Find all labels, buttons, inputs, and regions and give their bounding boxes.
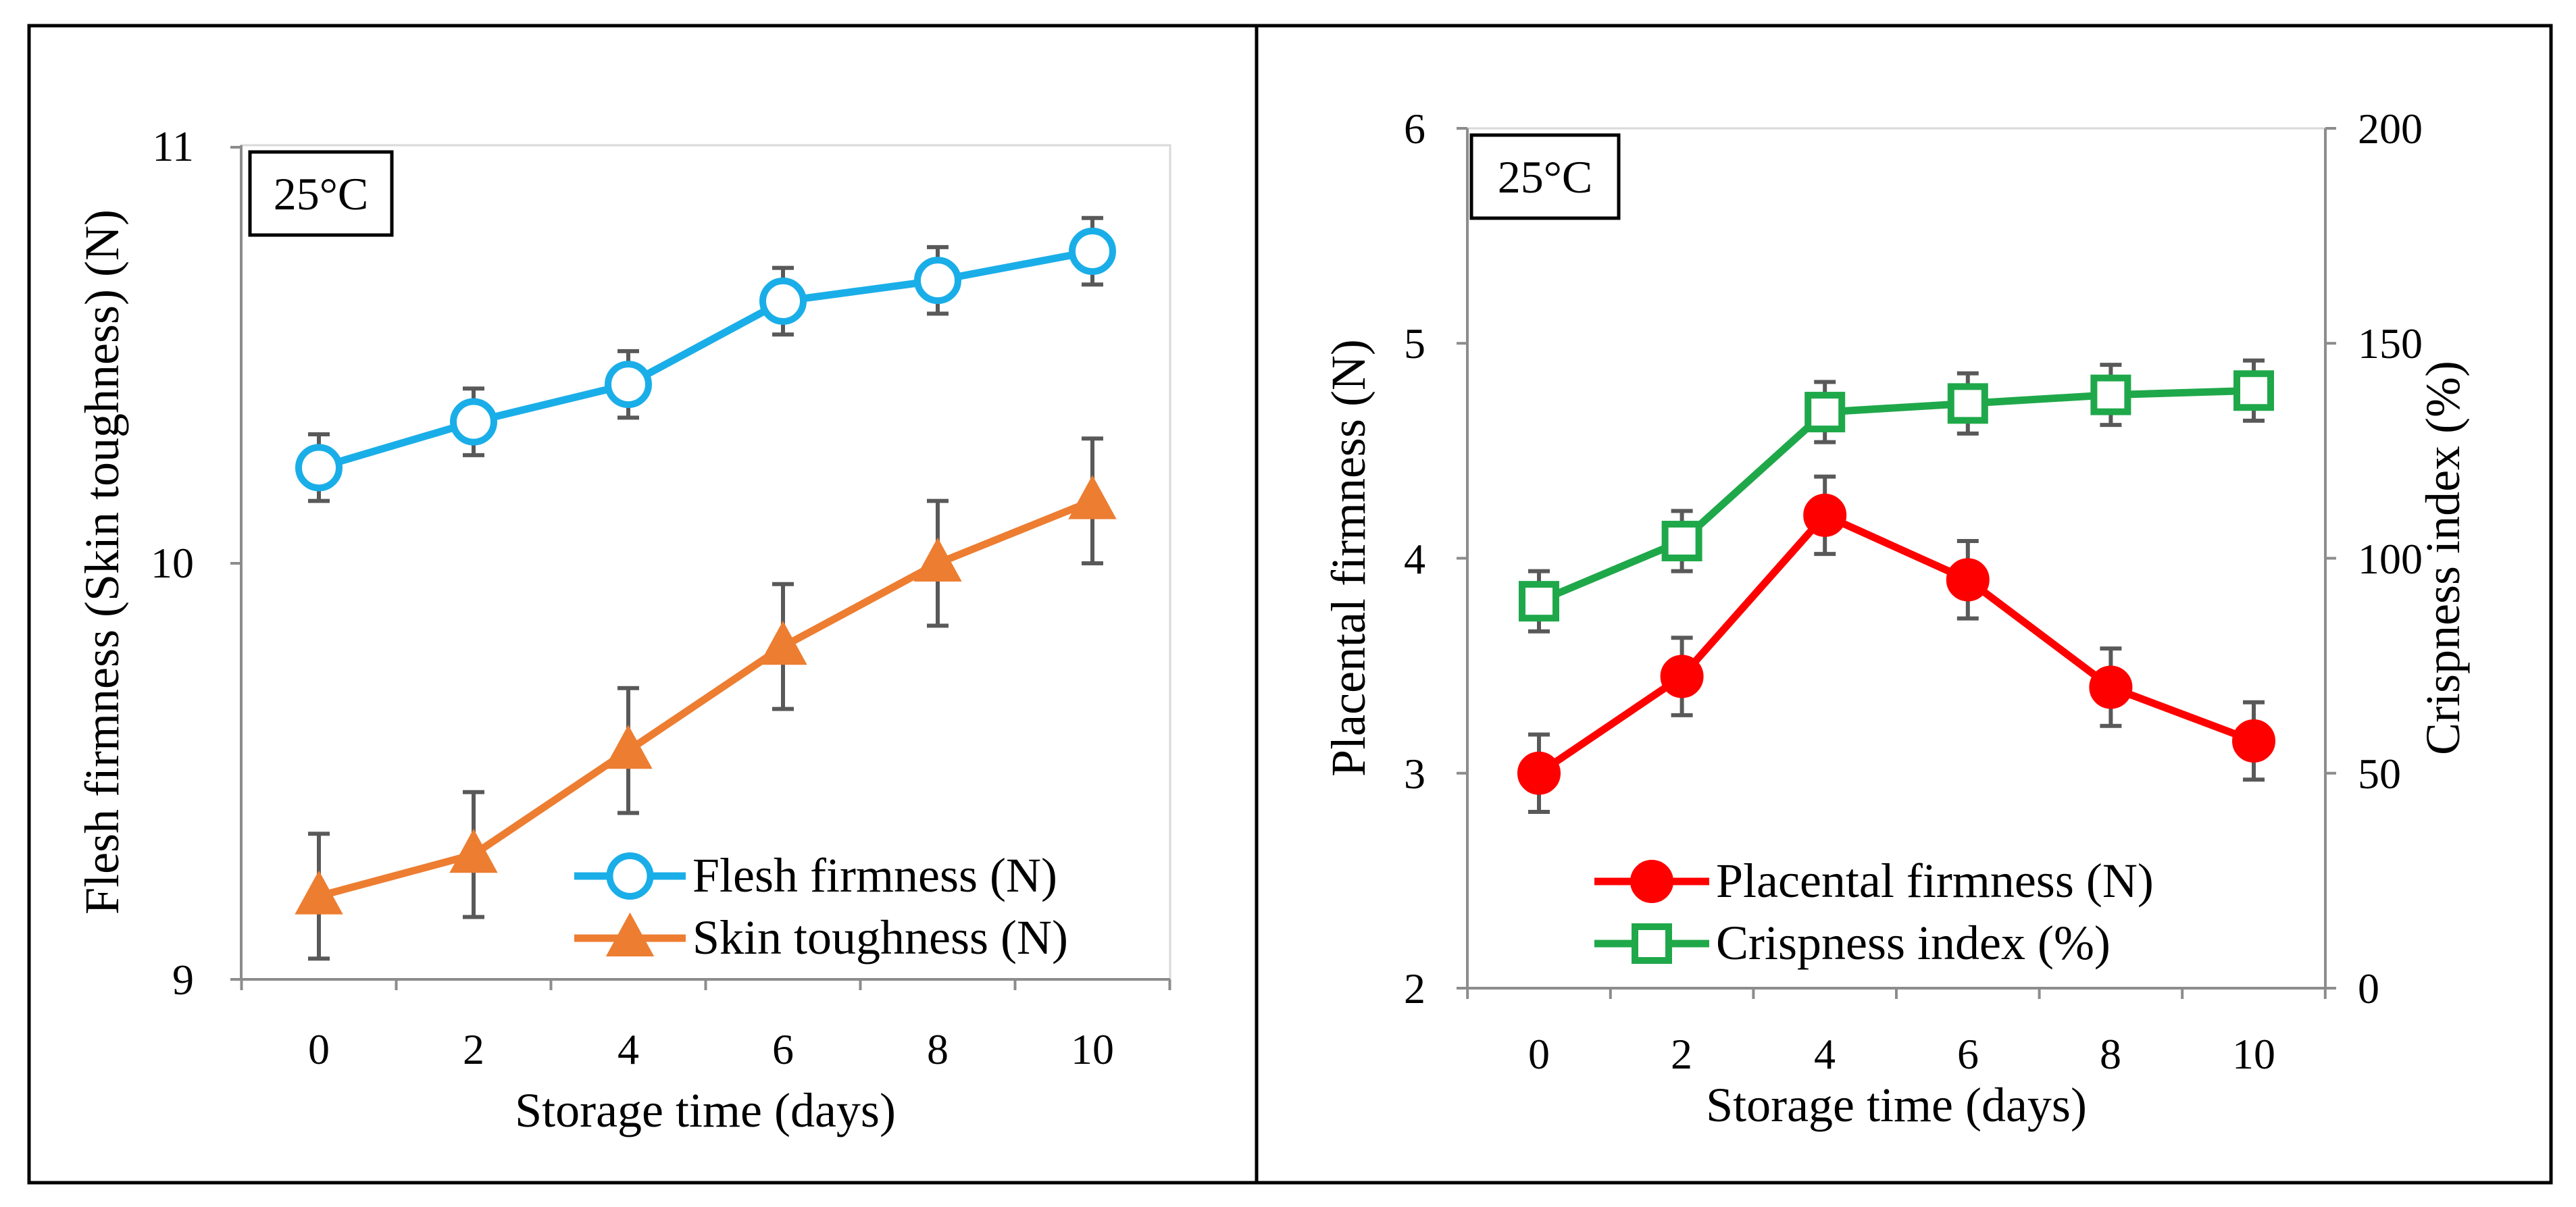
data-point xyxy=(1068,475,1117,519)
data-point xyxy=(759,277,807,325)
x-tick-label: 4 xyxy=(617,1025,639,1073)
data-point xyxy=(295,870,343,915)
outer-border xyxy=(27,24,2553,1185)
x-tick-label: 0 xyxy=(308,1025,330,1073)
legend-swatch-crispness-index xyxy=(1594,923,1709,964)
x-tick-marks-right xyxy=(1466,988,2327,999)
series-group-left xyxy=(295,215,1117,961)
x-tick-label: 10 xyxy=(1071,1025,1114,1073)
temperature-badge-label: 25°C xyxy=(274,168,369,220)
data-point xyxy=(604,725,653,769)
data-point xyxy=(1804,392,1846,433)
y-tick-label: 3 xyxy=(1404,750,1425,798)
x-tick-label: 10 xyxy=(2232,1030,2275,1078)
legend-label: Flesh firmness (N) xyxy=(692,848,1057,902)
y-axis-title: Placental firmness (N) xyxy=(1321,339,1375,777)
series-line xyxy=(1537,386,2254,605)
y2-axis-title: Crispness index (%) xyxy=(2416,361,2470,755)
data-point xyxy=(1803,493,1847,537)
y-tick-label: 5 xyxy=(1404,319,1425,367)
legend-swatch-flesh-firmness xyxy=(574,852,686,900)
legend-swatch-placental-firmness xyxy=(1594,860,1709,903)
legend-swatch-skin-toughness xyxy=(574,912,686,956)
x-tick-label: 6 xyxy=(772,1025,794,1073)
data-point xyxy=(2090,374,2131,415)
legend-marker xyxy=(606,852,654,900)
temperature-badge: 25°C xyxy=(1469,133,1621,220)
legend-label: Crispness index (%) xyxy=(1716,916,2111,970)
data-point xyxy=(1069,228,1116,275)
x-axis-title: Storage time (days) xyxy=(1706,1078,2087,1132)
chart-placental-crispness: 2 3 4 5 6 0 50 100 150 200 0 2 4 6 8 10 … xyxy=(1321,105,2470,1132)
y2-tick-label: 100 xyxy=(2358,535,2423,583)
x-tick-label: 6 xyxy=(1957,1030,1979,1078)
y2-tick-label: 200 xyxy=(2358,105,2423,153)
x-tick-label: 8 xyxy=(2100,1030,2121,1078)
series-crispness-index xyxy=(1519,358,2274,634)
legend-marker xyxy=(605,912,655,956)
y-tick-marks-right xyxy=(1457,127,2336,990)
data-point xyxy=(1517,751,1561,795)
data-point xyxy=(914,257,961,305)
data-point xyxy=(1947,383,1988,424)
y-axis-title: Flesh firmness (Skin toughness) (N) xyxy=(75,209,129,915)
legend-right: Placental firmness (N) Crispness index (… xyxy=(1594,854,2154,970)
series-placental-firmness-n xyxy=(1517,474,2275,815)
y-tick-label: 11 xyxy=(152,122,194,170)
data-point xyxy=(2232,719,2275,763)
legend-label: Skin toughness (N) xyxy=(692,910,1068,965)
y-tick-label: 9 xyxy=(172,956,194,1004)
data-point xyxy=(2233,370,2274,411)
legend-marker xyxy=(1632,923,1672,964)
y-tick-marks-left xyxy=(230,146,241,981)
series-group-right xyxy=(1517,358,2275,815)
legend-left: Flesh firmness (N) Skin toughness (N) xyxy=(574,848,1068,965)
series-flesh-firmness-n xyxy=(295,215,1116,503)
y-tick-label: 2 xyxy=(1404,965,1425,1012)
data-point xyxy=(450,398,497,446)
x-axis-title: Storage time (days) xyxy=(515,1083,896,1137)
x-tick-marks-left xyxy=(240,979,1171,990)
data-point xyxy=(449,829,498,873)
y2-tick-label: 150 xyxy=(2358,319,2423,367)
series-line xyxy=(318,497,1094,900)
y2-tick-label: 0 xyxy=(2358,965,2379,1012)
data-point xyxy=(1946,558,1990,602)
data-point xyxy=(759,621,807,665)
data-point xyxy=(1660,654,1704,698)
data-point xyxy=(2089,665,2133,709)
temperature-badge-label: 25°C xyxy=(1498,151,1593,203)
x-tick-label: 2 xyxy=(1671,1030,1692,1078)
series-skin-toughness-n xyxy=(295,436,1117,961)
legend-marker xyxy=(1630,860,1673,903)
y-tick-label: 10 xyxy=(151,539,194,587)
y-tick-label: 6 xyxy=(1404,105,1425,153)
y-tick-label: 4 xyxy=(1404,535,1425,583)
data-point xyxy=(1661,521,1702,562)
data-point xyxy=(1519,581,1559,622)
temperature-badge: 25°C xyxy=(248,150,394,237)
y2-tick-label: 50 xyxy=(2358,750,2401,798)
data-point xyxy=(913,537,962,582)
series-line xyxy=(318,247,1094,471)
legend-label: Placental firmness (N) xyxy=(1716,854,2154,908)
x-tick-label: 0 xyxy=(1528,1030,1550,1078)
chart-flesh-skin: 9 10 11 0 2 4 6 8 10 Storage time (days)… xyxy=(75,122,1171,1137)
x-tick-label: 8 xyxy=(927,1025,949,1073)
data-point xyxy=(295,444,343,492)
x-tick-label: 4 xyxy=(1814,1030,1836,1078)
series-line xyxy=(1536,511,2255,777)
x-tick-label: 2 xyxy=(463,1025,484,1073)
data-point xyxy=(605,361,652,409)
